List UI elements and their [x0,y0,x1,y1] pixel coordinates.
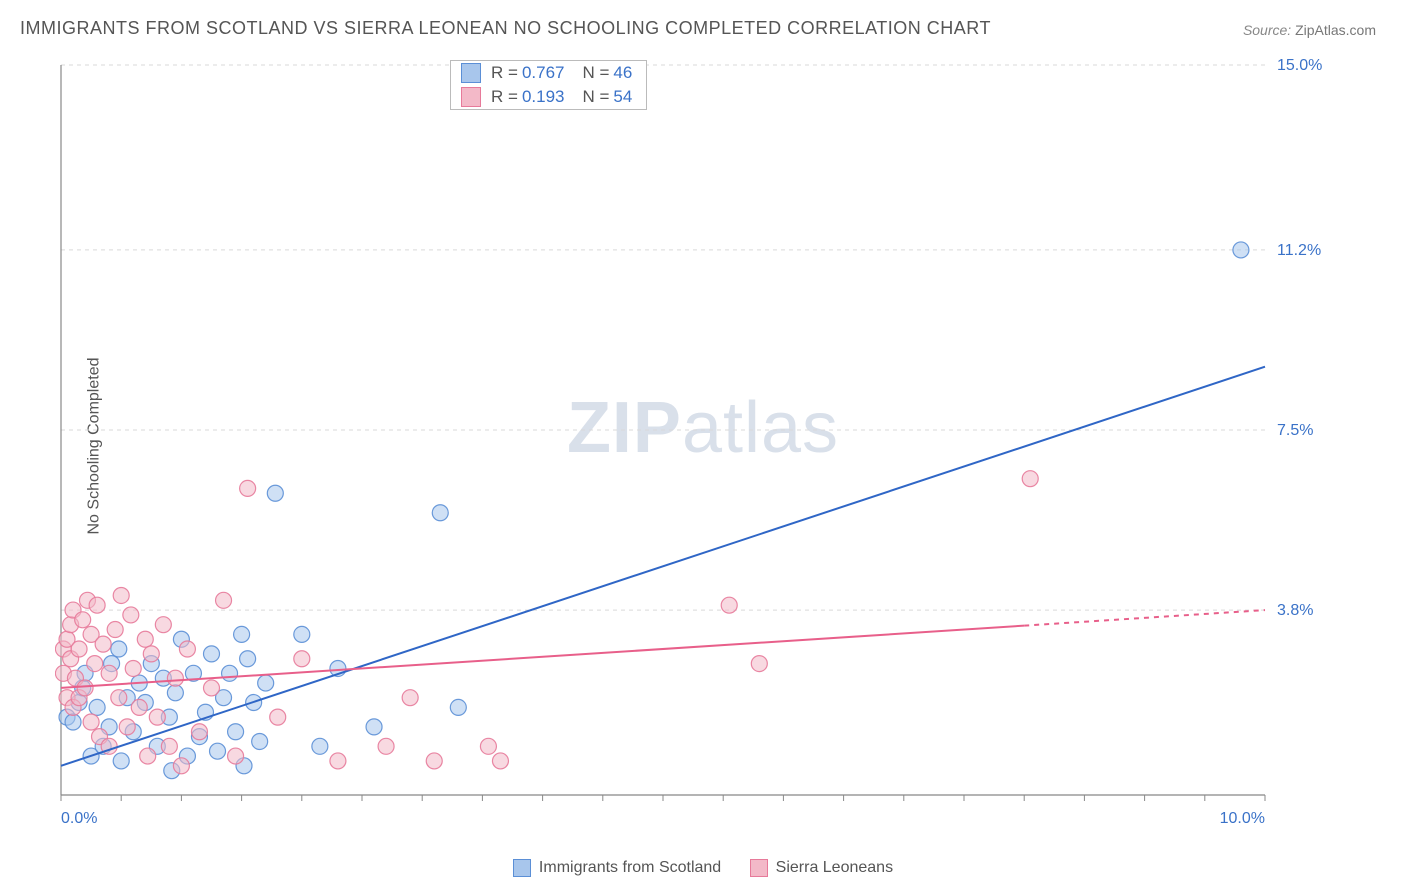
stats-n-value-sierra: 54 [613,87,632,107]
svg-text:10.0%: 10.0% [1220,810,1265,827]
svg-text:15.0%: 15.0% [1277,57,1322,74]
legend-label-scotland: Immigrants from Scotland [539,859,721,877]
legend-item-sierra: Sierra Leoneans [750,859,893,877]
stats-r-value-sierra: 0.193 [522,87,565,107]
source-value: ZipAtlas.com [1295,22,1376,38]
svg-text:11.2%: 11.2% [1277,242,1321,259]
chart-container: IMMIGRANTS FROM SCOTLAND VS SIERRA LEONE… [0,0,1406,892]
stats-n-label: N = [582,87,609,107]
legend-swatch-scotland [513,859,531,877]
stats-swatch-scotland [461,63,481,83]
stats-r-value-scotland: 0.767 [522,63,565,83]
chart-title: IMMIGRANTS FROM SCOTLAND VS SIERRA LEONE… [20,18,991,39]
stats-legend-box: R = 0.767 N = 46 R = 0.193 N = 54 [450,60,647,110]
stats-row-sierra: R = 0.193 N = 54 [451,85,646,109]
stats-swatch-sierra [461,87,481,107]
stats-r-label: R = [491,87,518,107]
stats-row-scotland: R = 0.767 N = 46 [451,61,646,85]
legend-item-scotland: Immigrants from Scotland [513,859,721,877]
source-attribution: Source: ZipAtlas.com [1243,22,1376,38]
svg-text:3.8%: 3.8% [1277,602,1313,619]
svg-text:7.5%: 7.5% [1277,422,1313,439]
stats-r-label: R = [491,63,518,83]
bottom-legend: Immigrants from Scotland Sierra Leoneans [0,859,1406,882]
stats-n-label: N = [582,63,609,83]
stats-n-value-scotland: 46 [613,63,632,83]
legend-swatch-sierra [750,859,768,877]
scatter-plot: 3.8% 7.5% 11.2% 15.0% 0.0% 10.0% [55,55,1335,835]
legend-label-sierra: Sierra Leoneans [776,859,893,877]
source-label: Source: [1243,22,1291,38]
svg-text:0.0%: 0.0% [61,810,97,827]
